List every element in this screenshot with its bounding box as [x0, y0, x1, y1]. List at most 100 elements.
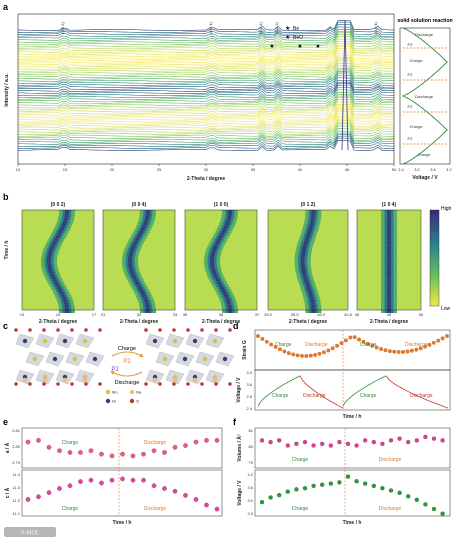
strain-point	[361, 339, 366, 344]
metal-atom	[72, 356, 78, 362]
contour-band	[128, 263, 133, 267]
contour-band	[387, 212, 391, 216]
contour-band	[387, 253, 391, 257]
panel-d-xlabel: Time / h	[343, 414, 362, 420]
panel-f-top-ylabel: Volume / Å³	[236, 434, 243, 461]
peak-label: (1 0 1)	[258, 22, 263, 34]
panel-f-top-frame	[254, 427, 451, 469]
c-point	[57, 486, 62, 491]
contour-band	[63, 302, 68, 306]
panel-d-top-charge2: Charge	[360, 342, 377, 348]
volume-point	[371, 439, 376, 445]
contour-band	[387, 279, 391, 283]
legend-dot	[129, 398, 135, 404]
contour-band	[301, 268, 306, 272]
contour-band	[130, 248, 135, 252]
oxygen-atom	[172, 328, 176, 332]
contour-band	[309, 222, 314, 226]
oxygen-atom	[14, 328, 18, 332]
xrd-trace	[17, 125, 394, 137]
panel-a-xticks: 10 15 20 25 30 35 40 45 50	[16, 164, 397, 172]
c-point	[183, 493, 188, 498]
volume-point	[285, 443, 290, 448]
voltage-point	[363, 481, 368, 486]
metal-atom	[222, 356, 228, 362]
metal-atom	[52, 356, 58, 362]
strain-point	[335, 343, 340, 348]
c-point	[193, 497, 199, 502]
contour-band	[210, 261, 215, 265]
xrd-trace	[17, 29, 395, 40]
voltage-point	[414, 497, 419, 502]
strain-point	[278, 347, 282, 352]
contour-band	[128, 256, 133, 260]
panel-d-top-charge1: Charge	[275, 342, 292, 348]
contour-band	[133, 240, 138, 244]
volume-point	[311, 443, 316, 448]
contour-band	[64, 304, 69, 308]
legend-label: O	[136, 399, 139, 404]
side-tick: 3.6	[430, 167, 436, 172]
strain-point	[313, 352, 318, 357]
contour-band	[387, 225, 391, 229]
c-point	[130, 477, 136, 483]
a-point	[67, 450, 73, 455]
side-title: solid solution reaction	[397, 18, 452, 24]
c-point	[204, 502, 209, 508]
metal-atom	[32, 356, 38, 362]
contour-band	[303, 276, 308, 280]
contour-band	[65, 210, 69, 213]
xrd-trace	[17, 113, 394, 125]
contour-band	[387, 233, 391, 237]
contour-band	[61, 225, 66, 229]
contour-band	[309, 297, 314, 301]
contour-band	[218, 235, 223, 239]
oxygen-atom	[98, 382, 102, 386]
contour-band	[222, 292, 227, 296]
contour-band	[311, 307, 316, 311]
volume-point	[337, 439, 342, 445]
volume-point	[294, 441, 299, 446]
contour-band	[308, 292, 313, 296]
oxygen-atom	[28, 328, 32, 332]
xrd-trace	[18, 48, 395, 60]
c-point	[109, 477, 115, 483]
xrd-trace	[17, 81, 394, 92]
contour-band	[64, 215, 69, 219]
panel-e-top-ylabel: a / Å	[4, 442, 11, 453]
contour-subplot: (1 0 0) 35 36 37 2-Theta / degree	[183, 202, 260, 325]
panel-d-bottom-ylabel: Voltage / V	[236, 377, 242, 403]
metal-atom	[152, 338, 158, 344]
a-point	[214, 438, 220, 443]
xrd-trace	[17, 38, 395, 50]
strain-point	[387, 349, 392, 354]
contour-tick: 49	[387, 312, 392, 317]
xrd-trace	[17, 77, 395, 88]
contour-xlabel: 2-Theta / degree	[370, 319, 409, 325]
colorbar-high: High	[441, 206, 452, 212]
a-point	[151, 448, 157, 454]
contour-band	[303, 243, 308, 247]
contour-band	[140, 227, 145, 231]
volume-point	[440, 438, 445, 443]
oxygen-atom	[158, 328, 162, 332]
contour-band	[387, 286, 391, 290]
panel-c-charge: Charge	[118, 346, 136, 352]
y-tick: 11.4	[13, 472, 21, 477]
y-tick: 2.4	[247, 511, 253, 516]
contour-band	[58, 289, 63, 293]
legend-beo-star: ★	[285, 34, 290, 41]
c-point	[151, 483, 157, 489]
crystal-structure	[144, 328, 235, 386]
contour-frame	[102, 209, 176, 311]
y-tick: 3.0	[247, 498, 253, 503]
xrd-trace	[17, 123, 395, 135]
contour-band	[144, 299, 149, 303]
contour-band	[387, 240, 391, 244]
contour-band	[227, 215, 232, 219]
strain-point	[440, 336, 445, 341]
oxygen-atom	[42, 382, 46, 386]
contour-band	[129, 268, 134, 272]
c-point	[46, 490, 52, 495]
contour-tick: 32	[137, 312, 142, 317]
